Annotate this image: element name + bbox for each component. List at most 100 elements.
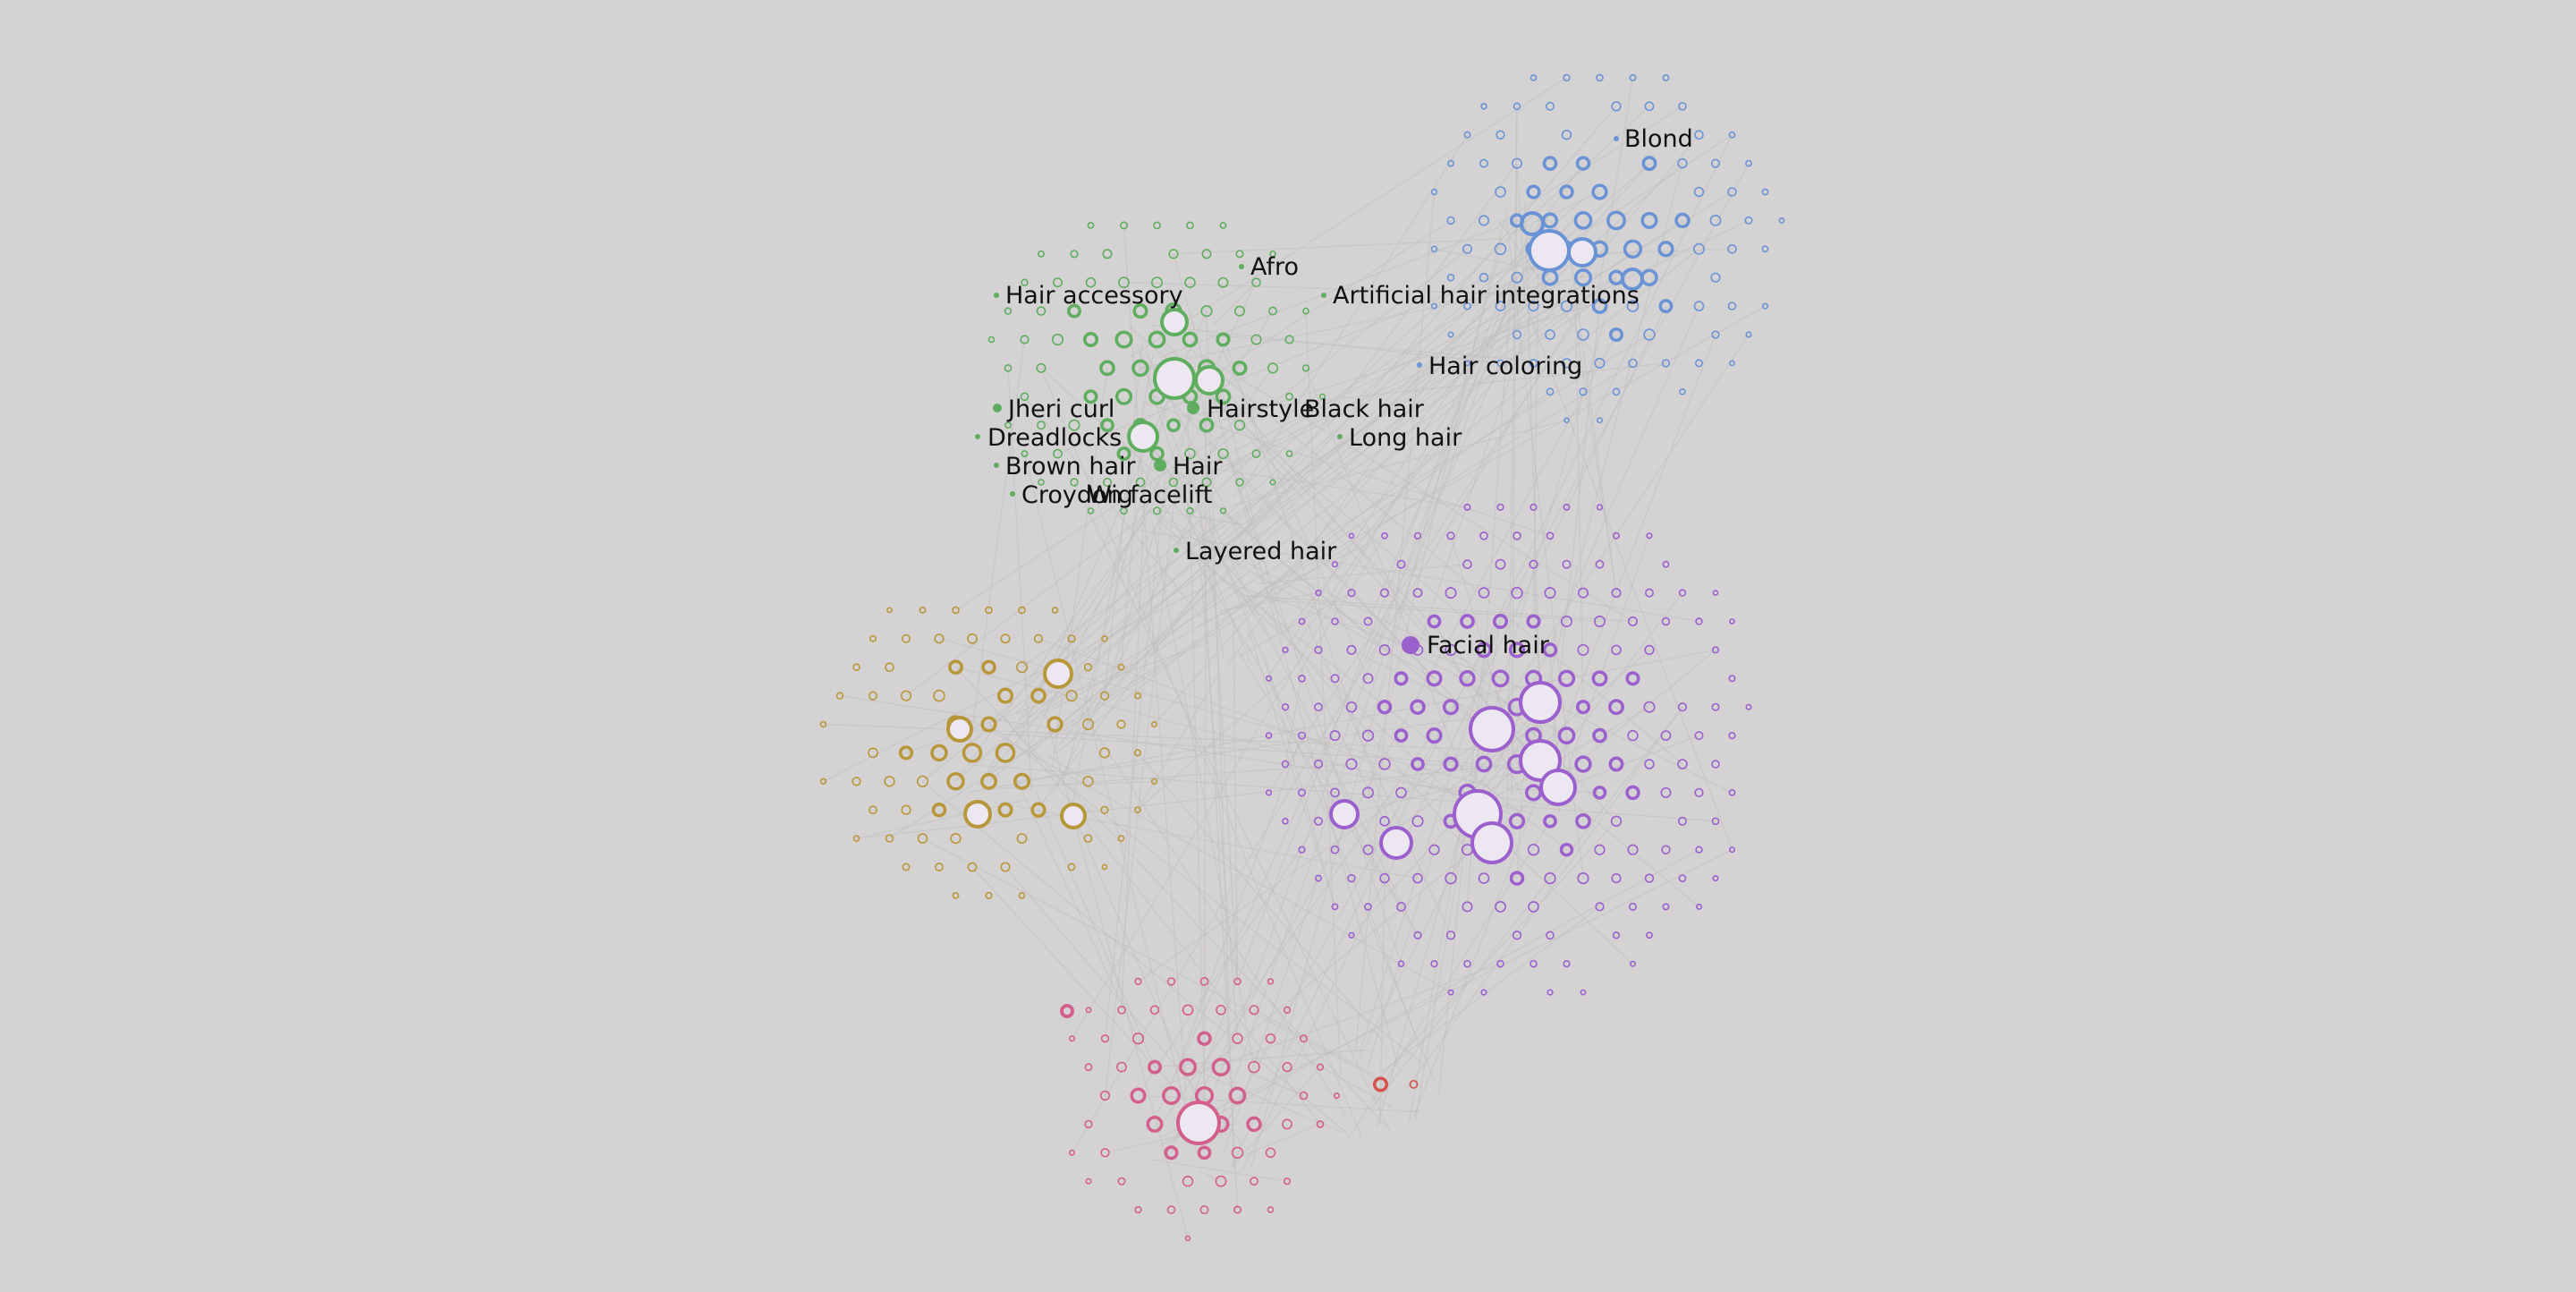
graph-node <box>946 716 973 743</box>
graph-edge <box>966 649 1716 794</box>
graph-node <box>1067 634 1076 643</box>
graph-node <box>852 835 860 842</box>
graph-node <box>1711 702 1720 711</box>
graph-node <box>1693 242 1706 255</box>
graph-node <box>1464 360 1470 367</box>
graph-node <box>1710 272 1721 283</box>
graph-node <box>1081 718 1095 731</box>
graph-node <box>901 804 911 815</box>
labeled-node-marker <box>1010 491 1015 497</box>
graph-node <box>885 662 894 673</box>
graph-node <box>1283 1177 1292 1186</box>
graph-node <box>1100 418 1114 433</box>
graph-node <box>1282 1118 1292 1130</box>
graph-node <box>1020 335 1030 344</box>
graph-node <box>1476 642 1492 659</box>
graph-node <box>1132 303 1148 319</box>
graph-node <box>1613 531 1621 540</box>
graph-node <box>1265 1033 1276 1044</box>
graph-node <box>1543 813 1557 829</box>
graph-node <box>1643 328 1656 341</box>
graph-edge <box>1214 276 1518 1137</box>
graph-node <box>935 863 944 871</box>
graph-node <box>1562 559 1572 569</box>
graph-node <box>1150 720 1158 728</box>
graph-edge <box>1157 526 1567 851</box>
graph-node <box>1496 503 1504 512</box>
graph-edge <box>1202 401 1239 982</box>
graph-node <box>1563 417 1570 424</box>
graph-node <box>1557 669 1576 687</box>
graph-node <box>985 891 993 900</box>
graph-node <box>1528 229 1571 272</box>
graph-node <box>950 832 962 845</box>
graph-node <box>1018 606 1026 615</box>
graph-node <box>1215 388 1232 405</box>
graph-node <box>1038 479 1045 486</box>
graph-node <box>1153 221 1161 230</box>
label-hair-accessory: Hair accessory <box>1005 282 1183 310</box>
graph-node <box>1530 74 1538 81</box>
graph-edge <box>954 522 1144 782</box>
graph-node <box>1641 156 1657 172</box>
graph-node <box>1694 787 1704 798</box>
graph-node <box>1431 302 1438 310</box>
graph-node <box>835 692 844 700</box>
graph-node <box>1347 873 1356 883</box>
labeled-node-marker <box>994 293 999 298</box>
graph-node <box>1544 587 1556 599</box>
graph-edge <box>1135 248 1468 514</box>
graph-node <box>931 802 947 818</box>
graph-node <box>1480 103 1487 110</box>
graph-node <box>1283 1006 1292 1015</box>
graph-node <box>1727 243 1737 254</box>
graph-node <box>1778 217 1785 224</box>
graph-node <box>1694 731 1704 741</box>
graph-node <box>1330 674 1340 684</box>
graph-node <box>1592 786 1607 800</box>
graph-node <box>1215 1175 1227 1187</box>
graph-edge <box>1159 521 1633 965</box>
graph-node <box>1251 277 1261 288</box>
graph-node <box>1546 531 1555 540</box>
graph-node <box>1217 276 1229 288</box>
graph-node <box>1695 846 1703 854</box>
graph-node <box>1447 331 1454 338</box>
graph-node <box>900 690 912 701</box>
graph-node <box>1678 874 1687 882</box>
graph-node <box>1445 871 1457 885</box>
graph-edge <box>1226 219 1750 470</box>
graph-node <box>1127 421 1159 453</box>
graph-node <box>1269 250 1276 258</box>
label-blond: Blond <box>1624 125 1693 153</box>
graph-node <box>1100 1148 1110 1158</box>
graph-node <box>1134 692 1141 700</box>
graph-node <box>1674 212 1690 229</box>
graph-node <box>1117 835 1125 842</box>
graph-node <box>1626 300 1640 312</box>
graph-edge <box>1513 271 1733 850</box>
graph-edge <box>955 430 1229 611</box>
graph-node <box>1561 130 1572 140</box>
graph-node <box>1463 503 1471 511</box>
graph-node <box>1298 617 1306 625</box>
graph-node <box>868 747 878 759</box>
graph-node <box>1117 663 1125 671</box>
graph-node <box>1526 184 1541 200</box>
graph-edge <box>1253 1009 1372 1075</box>
graph-node <box>1411 815 1424 828</box>
graph-edge <box>988 723 1424 1065</box>
graph-node <box>1004 421 1012 429</box>
graph-node <box>1442 699 1460 716</box>
graph-node <box>1346 644 1357 655</box>
graph-node <box>1539 769 1577 806</box>
graph-node <box>1646 931 1653 939</box>
graph-node <box>1428 844 1440 855</box>
graph-node <box>1362 673 1374 684</box>
graph-node <box>1345 701 1358 713</box>
graph-node <box>1235 250 1244 259</box>
graph-edge <box>1367 906 1418 1041</box>
graph-node <box>1430 245 1438 253</box>
graph-node <box>1166 418 1181 433</box>
